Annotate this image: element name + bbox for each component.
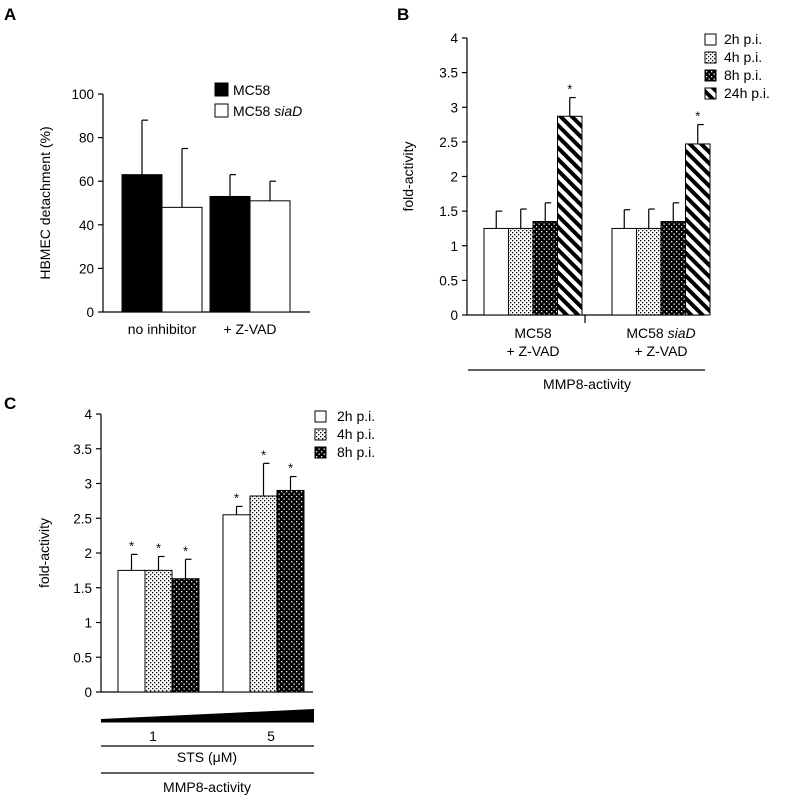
panel-label-c: C (4, 394, 16, 413)
y-tick-label: 100 (71, 87, 94, 102)
chart-panel-c: 0 0.5 1 1.5 2 2.5 3 3.5 4 fold-activity * * * * * * 1 5 ST… (36, 407, 375, 795)
category-label: + Z-VAD (634, 343, 687, 359)
legend-swatch (314, 428, 327, 441)
panel-label-a: A (4, 5, 16, 24)
y-tick-label: 0 (450, 308, 458, 323)
category-label: 1 (149, 728, 157, 744)
bar (249, 495, 278, 693)
bar (161, 206, 203, 313)
bar (117, 569, 146, 693)
legend-label: 4h p.i. (337, 426, 375, 442)
bar (532, 221, 558, 316)
significance-star: * (129, 538, 134, 553)
chart-panel-a: 0 20 40 60 80 100 HBMEC detachment (%) no inhib… (37, 82, 310, 337)
y-tick-label: 0.5 (73, 650, 92, 665)
bar (171, 578, 200, 693)
footer-label: MMP8-activity (163, 779, 251, 795)
legend-label: 2h p.i. (337, 408, 375, 424)
legend-label: 4h p.i. (724, 49, 762, 65)
y-tick-label: 40 (79, 218, 94, 233)
legend-swatch (314, 410, 327, 423)
y-tick-label: 2 (450, 170, 458, 185)
significance-star: * (234, 490, 239, 505)
bar (144, 569, 173, 693)
legend-label: MC58 siaD (233, 103, 302, 119)
legend-swatch (214, 103, 229, 118)
legend-label: MC58 (233, 82, 271, 98)
bar (557, 115, 583, 316)
y-tick-label: 4 (84, 407, 92, 422)
y-tick-label: 3 (450, 100, 458, 115)
legend-label: 8h p.i. (724, 67, 762, 83)
legend-swatch (704, 87, 717, 100)
bar (685, 143, 711, 316)
y-tick-label: 1.5 (439, 204, 458, 219)
y-tick-label: 1 (84, 616, 92, 631)
y-tick-label: 2.5 (439, 135, 458, 150)
y-tick-label: 0 (84, 685, 92, 700)
significance-star: * (183, 543, 188, 558)
y-tick-label: 3.5 (439, 66, 458, 81)
footer-label: MMP8-activity (543, 376, 631, 392)
legend-label: 2h p.i. (724, 31, 762, 47)
y-tick-label: 80 (79, 131, 94, 146)
y-tick-label: 60 (79, 174, 94, 189)
bar (660, 221, 686, 316)
category-label: MC58 (514, 325, 552, 341)
legend-swatch (214, 82, 229, 97)
bar (276, 489, 305, 693)
category-label: + Z-VAD (223, 321, 276, 337)
concentration-wedge (101, 709, 314, 722)
y-axis-label: fold-activity (36, 518, 52, 588)
y-tick-label: 1 (450, 239, 458, 254)
significance-star: * (695, 109, 700, 124)
bar (483, 227, 509, 316)
y-axis-label: fold-activity (400, 141, 416, 211)
legend-swatch (704, 33, 717, 46)
y-tick-label: 0 (86, 305, 94, 320)
bar (222, 514, 251, 693)
category-label: no inhibitor (128, 321, 197, 337)
chart-panel-b: 0 0.5 1 1.5 2 2.5 3 3.5 4 fold-activity * * MC58 + Z-… (400, 31, 770, 392)
y-tick-label: 3 (84, 477, 92, 492)
significance-star: * (156, 540, 161, 555)
bar (249, 200, 291, 313)
y-tick-label: 2 (84, 546, 92, 561)
category-label: MC58 siaD (626, 325, 695, 341)
significance-star: * (288, 461, 293, 476)
category-label: 5 (267, 728, 275, 744)
y-tick-label: 20 (79, 261, 94, 276)
bar (611, 227, 637, 316)
bar (121, 174, 163, 313)
legend-label: 8h p.i. (337, 444, 375, 460)
y-tick-label: 1.5 (73, 581, 92, 596)
y-tick-label: 3.5 (73, 442, 92, 457)
y-tick-label: 4 (450, 31, 458, 46)
panel-label-b: B (397, 5, 409, 24)
y-tick-label: 0.5 (439, 273, 458, 288)
category-label: + Z-VAD (506, 343, 559, 359)
bar (209, 195, 251, 313)
significance-star: * (567, 82, 572, 97)
x-axis-label: STS (μM) (177, 749, 237, 765)
legend-swatch (704, 51, 717, 64)
y-tick-label: 2.5 (73, 511, 92, 526)
significance-star: * (261, 447, 266, 462)
legend-swatch (314, 446, 327, 459)
bar (636, 227, 662, 316)
legend-swatch (704, 69, 717, 82)
y-axis-label: HBMEC detachment (%) (37, 126, 53, 279)
legend-label: 24h p.i. (724, 85, 770, 101)
bar (508, 227, 534, 316)
